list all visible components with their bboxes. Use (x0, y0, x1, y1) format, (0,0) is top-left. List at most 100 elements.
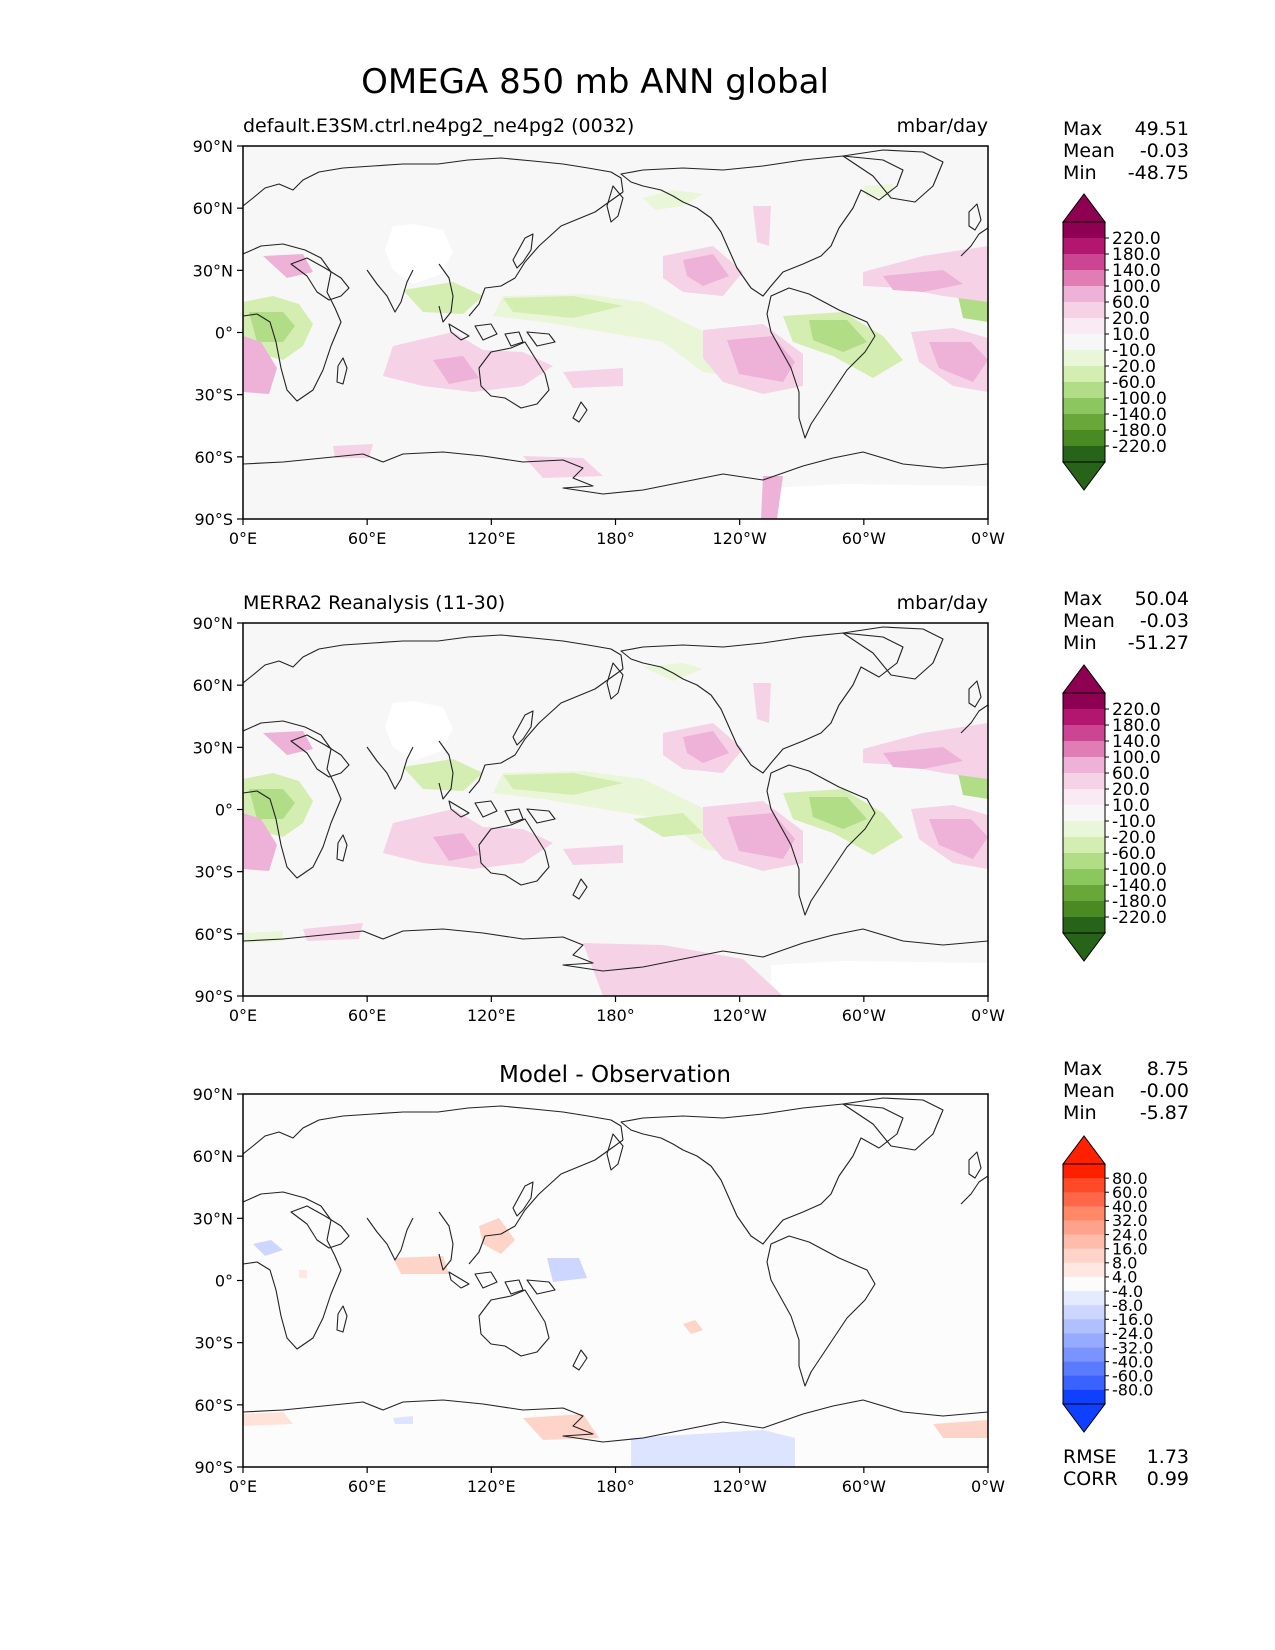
colorbar-segment (1063, 1375, 1105, 1391)
map-field-model (243, 146, 988, 519)
colorbar-label: 20.0 (1112, 780, 1150, 800)
lon-tick-label: 60°W (842, 1006, 886, 1025)
stat-mean-value: -0.03 (1140, 610, 1189, 632)
lon-tick-label: 120°W (712, 529, 767, 548)
lon-tick-label: 0°W (971, 529, 1005, 548)
colorbar-segment (1063, 1192, 1105, 1207)
lat-axis: 90°N 60°N 30°N 0° 30°S 60°S 90°S (193, 614, 243, 1006)
lon-tick-label: 0°E (229, 1477, 257, 1496)
lat-tick-label: 90°N (193, 614, 233, 633)
colorbar-difference: 80.060.040.032.024.016.08.04.0-4.0-8.0-1… (1062, 1135, 1153, 1433)
stat-max-label: Max (1063, 118, 1102, 140)
colorbar-label: -140.0 (1112, 405, 1167, 425)
colorbar-segment (1063, 917, 1105, 934)
lat-tick-label: 30°S (194, 863, 233, 882)
lat-tick-label: 60°N (193, 1147, 233, 1166)
colorbar-label: -220.0 (1112, 437, 1167, 457)
lat-tick-label: 0° (215, 324, 233, 343)
panel-model: default.E3SM.ctrl.ne4pg2_ne4pg2 (0032) m… (193, 115, 1006, 548)
lon-tick-label: 120°W (712, 1477, 767, 1496)
colorbar-label: 20.0 (1112, 309, 1150, 329)
lat-tick-label: 60°S (194, 448, 233, 467)
colorbar-label: 60.0 (1112, 1183, 1148, 1202)
stat-min-value: -48.75 (1128, 162, 1189, 184)
colorbar-segment (1063, 805, 1105, 822)
lon-tick-label: 180° (596, 1477, 635, 1496)
colorbar-label: -60.0 (1112, 373, 1156, 393)
panel-difference: Model - Observation 90°N 60°N 30°N 0° 30°S 60… (193, 1062, 1006, 1496)
colorbar-segment (1063, 1206, 1105, 1221)
colorbar-label: -8.0 (1112, 1296, 1143, 1315)
lon-tick-label: 120°E (467, 529, 516, 548)
stats-observation: Max 50.04 Mean -0.03 Min -51.27 (1063, 588, 1189, 654)
colorbar-label: -40.0 (1112, 1352, 1153, 1371)
colorbar-segment (1063, 270, 1105, 287)
colorbar-label: -16.0 (1112, 1310, 1153, 1329)
colorbar-label: 180.0 (1112, 245, 1161, 265)
colorbar-segment (1063, 302, 1105, 319)
colorbar-segment (1063, 286, 1105, 303)
stat-mean-value: -0.00 (1140, 1080, 1189, 1102)
colorbar-label: 4.0 (1112, 1268, 1137, 1287)
stat-max-value: 50.04 (1135, 588, 1189, 610)
colorbar-segment (1063, 1164, 1105, 1179)
colorbar-label: -60.0 (1112, 1367, 1153, 1386)
colorbar-segment (1063, 430, 1105, 447)
colorbar-label: -180.0 (1112, 421, 1167, 441)
colorbar-label: -20.0 (1112, 357, 1156, 377)
lon-tick-label: 120°E (467, 1006, 516, 1025)
colorbar-outline (1062, 221, 1106, 463)
colorbar-segment (1063, 757, 1105, 774)
stat-mean-label: Mean (1063, 610, 1115, 632)
colorbar-segment (1063, 693, 1105, 710)
colorbar-segment (1063, 1291, 1105, 1306)
colorbar-segment (1063, 1262, 1105, 1278)
colorbar-label: 80.0 (1112, 1169, 1148, 1188)
lon-tick-label: 120°W (712, 1006, 767, 1025)
lon-tick-label: 60°E (348, 1477, 386, 1496)
lon-tick-label: 180° (596, 1006, 635, 1025)
colorbar-label: -10.0 (1112, 812, 1156, 832)
colorbar-segment (1063, 1389, 1105, 1405)
lat-tick-label: 30°S (194, 1334, 233, 1353)
colorbar-segment (1063, 725, 1105, 742)
stat-mean-value: -0.03 (1140, 140, 1189, 162)
colorbar-max-extension (1062, 664, 1106, 694)
colorbar-label: 32.0 (1112, 1211, 1148, 1230)
colorbar-segment (1063, 709, 1105, 726)
colorbar-observation: 220.0180.0140.0100.060.020.010.0-10.0-20… (1062, 664, 1167, 962)
lat-tick-label: 30°N (193, 738, 233, 757)
colorbar-label: 8.0 (1112, 1254, 1137, 1273)
lat-tick-label: 90°S (194, 510, 233, 529)
stats-difference: Max 8.75 Mean -0.00 Min -5.87 RMSE 1.73 … (1063, 1058, 1189, 1490)
colorbar-label: 10.0 (1112, 796, 1150, 816)
colorbar-segment (1063, 254, 1105, 271)
colorbar-segment (1063, 382, 1105, 399)
colorbar-label: -220.0 (1112, 908, 1167, 928)
colorbar-segment (1063, 222, 1105, 239)
colorbar-label: 100.0 (1112, 277, 1161, 297)
colorbar-segment (1063, 853, 1105, 870)
lat-tick-label: 0° (215, 801, 233, 820)
colorbar-segment (1063, 837, 1105, 854)
colorbar-label: -20.0 (1112, 828, 1156, 848)
stat-max-label: Max (1063, 588, 1102, 610)
lon-axis: 0°E 60°E 120°E 180° 120°W 60°W 0°W (229, 1467, 1005, 1496)
colorbar-segment (1063, 446, 1105, 463)
colorbar-segment (1063, 869, 1105, 886)
colorbar-label: -140.0 (1112, 876, 1167, 896)
stat-min-label: Min (1063, 1102, 1097, 1124)
colorbar-min-extension (1062, 461, 1106, 491)
stat-mean-label: Mean (1063, 140, 1115, 162)
colorbar-segment (1063, 1305, 1105, 1320)
colorbar-segment (1063, 1220, 1105, 1235)
stat-mean-label: Mean (1063, 1080, 1115, 1102)
colorbar-label: 24.0 (1112, 1225, 1148, 1244)
lat-tick-label: 0° (215, 1272, 233, 1291)
panel-title-left: default.E3SM.ctrl.ne4pg2_ne4pg2 (0032) (243, 115, 634, 137)
colorbar-segment (1063, 1248, 1105, 1264)
colorbar-model: 220.0180.0140.0100.060.020.010.0-10.0-20… (1062, 193, 1167, 491)
colorbar-label: 220.0 (1112, 229, 1161, 249)
lon-tick-label: 0°W (971, 1477, 1005, 1496)
